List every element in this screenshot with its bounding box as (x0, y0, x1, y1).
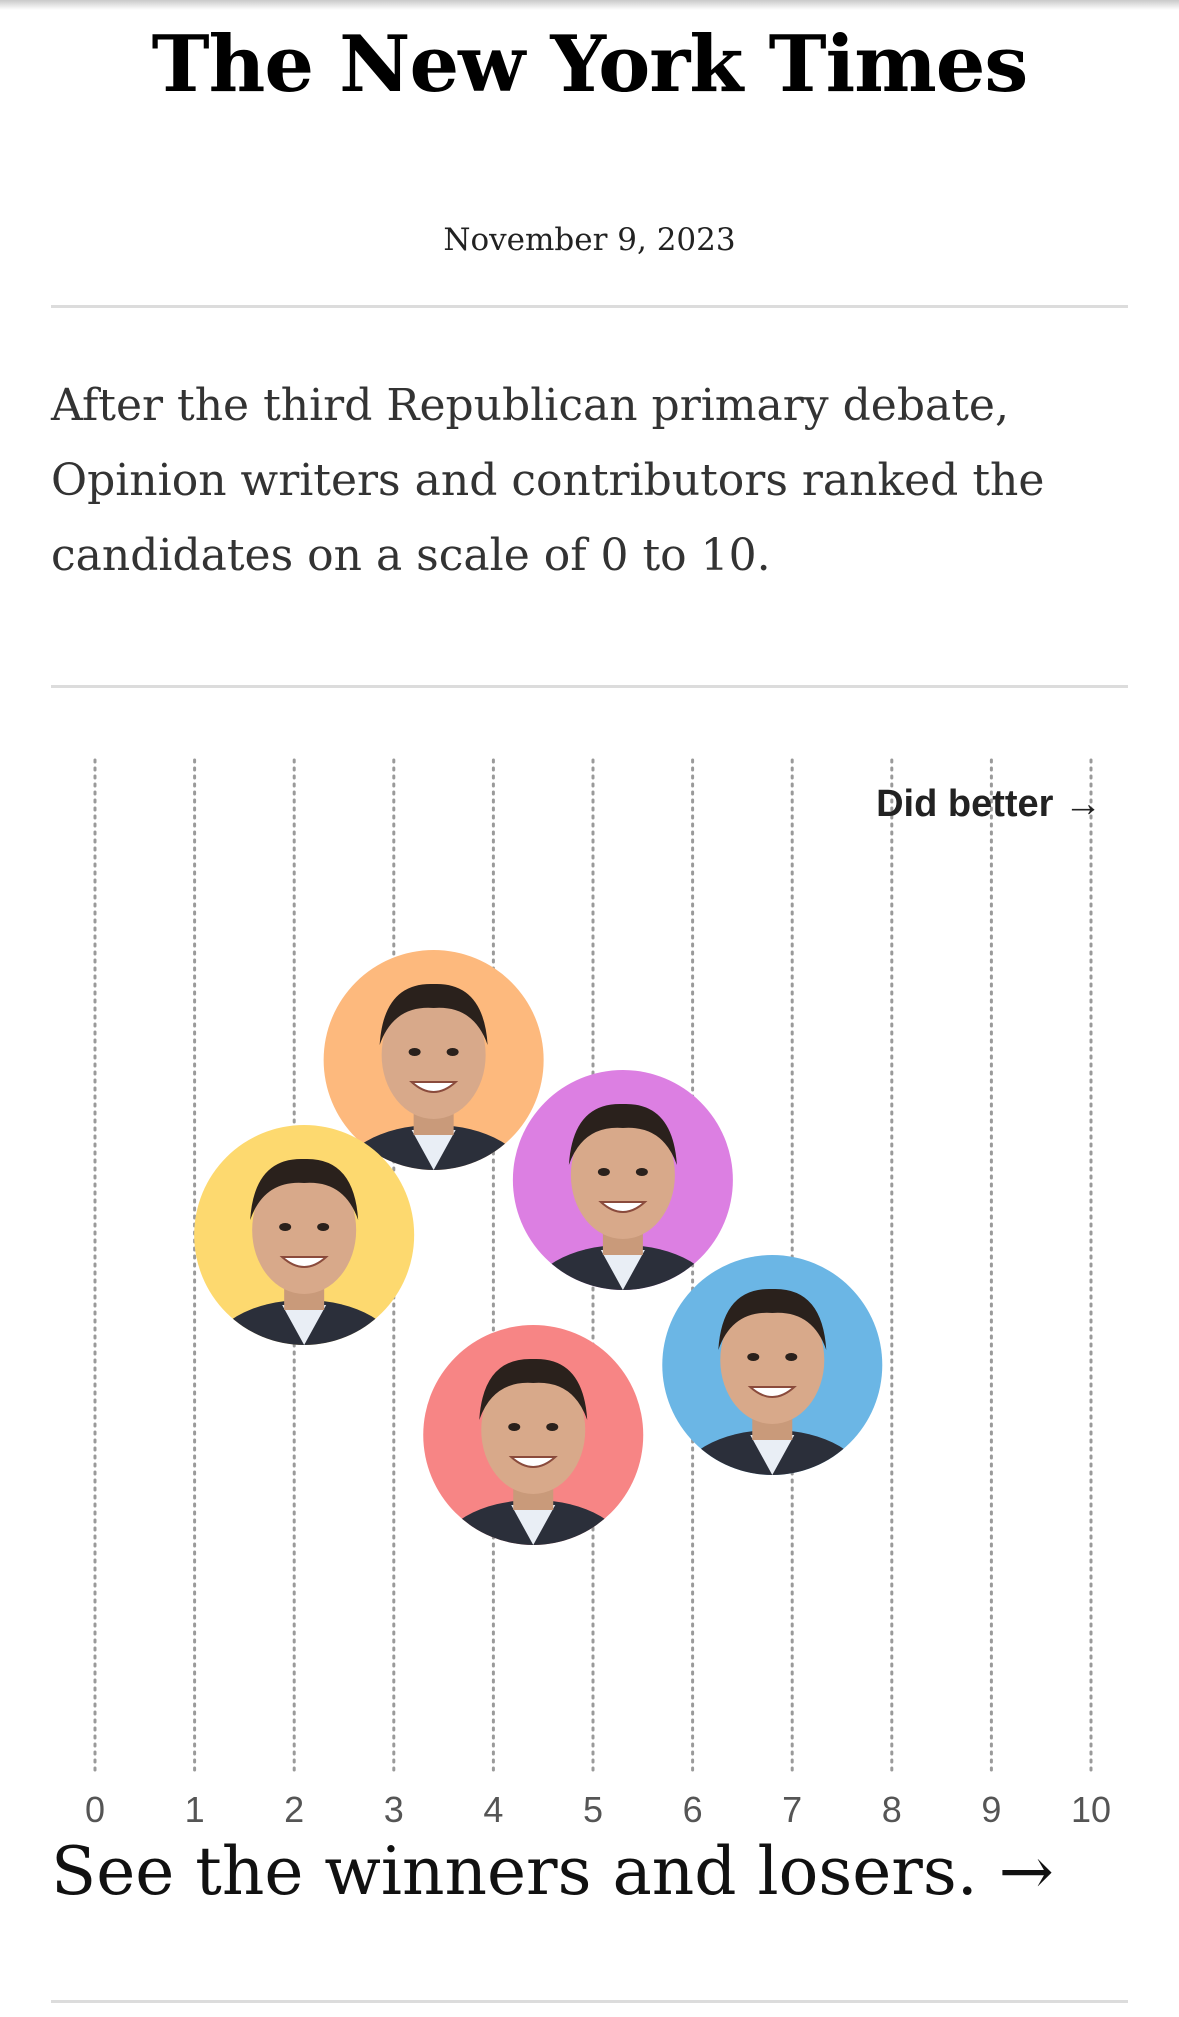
masthead-logo[interactable]: The New York Times (151, 19, 1029, 110)
tick-layer: 0 1 2 3 4 5 6 7 8 9 10 (85, 1789, 1111, 1830)
divider-chart (51, 685, 1128, 688)
top-shadow (0, 0, 1179, 10)
publish-date: November 9, 2023 (443, 222, 736, 258)
tick-label-0: 0 (85, 1789, 105, 1830)
candidate-photo-2-icon (527, 1103, 718, 1290)
candidate-marker-5[interactable] (662, 1255, 883, 1540)
divider-bottom (51, 2000, 1128, 2003)
candidate-marker-4[interactable] (423, 1325, 644, 1610)
winners-losers-link[interactable]: See the winners and losers. → (51, 1833, 1054, 1910)
tick-label-4: 4 (483, 1789, 503, 1830)
tick-label-3: 3 (384, 1789, 404, 1830)
candidate-photo-4-icon (438, 1358, 629, 1545)
candidate-ranking-chart[interactable]: 0 1 2 3 4 5 6 7 8 9 10 Did better → (0, 700, 1179, 1840)
candidate-marker-3[interactable] (194, 1125, 415, 1410)
tick-label-6: 6 (683, 1789, 703, 1830)
candidate-marker-2[interactable] (512, 1070, 733, 1355)
tick-label-10: 10 (1071, 1789, 1111, 1830)
tick-label-5: 5 (583, 1789, 603, 1830)
did-better-label: Did better → (876, 783, 1102, 825)
tick-label-1: 1 (185, 1789, 205, 1830)
intro-text: After the third Republican primary debat… (51, 380, 1045, 581)
point-layer (194, 950, 883, 1610)
divider-top (51, 305, 1128, 308)
chart-svg: 0 1 2 3 4 5 6 7 8 9 10 Did better → (85, 758, 1111, 1830)
tick-label-9: 9 (981, 1789, 1001, 1830)
candidate-photo-3-icon (209, 1158, 400, 1345)
candidate-photo-5-icon (677, 1288, 868, 1475)
candidate-marker-1[interactable] (323, 950, 544, 1235)
candidate-photo-1-icon (338, 983, 529, 1170)
tick-label-8: 8 (882, 1789, 902, 1830)
tick-label-7: 7 (782, 1789, 802, 1830)
tick-label-2: 2 (284, 1789, 304, 1830)
